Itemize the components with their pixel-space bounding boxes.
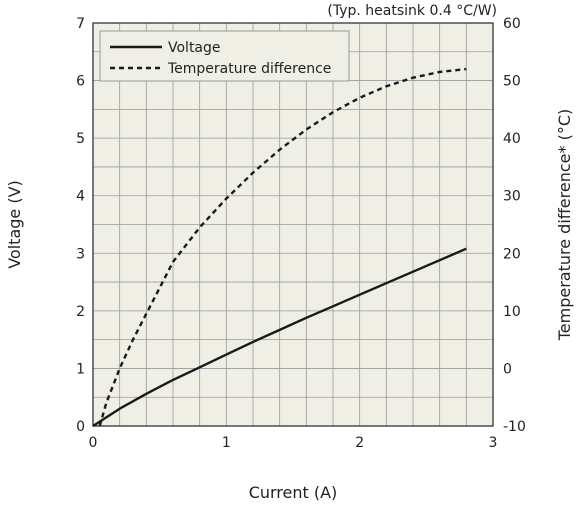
- right-axis-ticks: -10 0 10 20 30 40 50 60: [503, 16, 526, 435]
- right-tick-label: 40: [503, 131, 521, 147]
- series-line-voltage: [92, 247, 467, 428]
- left-tick-label: 2: [76, 304, 85, 320]
- left-axis-title: Voltage (V): [5, 180, 24, 269]
- right-tick-label: 0: [503, 361, 512, 377]
- series-layer: [92, 67, 467, 428]
- right-tick-label: 10: [503, 304, 521, 320]
- plot-border: [92, 22, 494, 427]
- right-tick-label: -10: [503, 419, 526, 435]
- left-tick-label: 7: [76, 16, 85, 32]
- x-axis-ticks: 0 1 2 3: [89, 435, 498, 451]
- x-tick-label: 1: [222, 435, 231, 451]
- left-tick-label: 0: [76, 419, 85, 435]
- legend-box: [99, 30, 350, 82]
- left-tick-label: 3: [76, 246, 85, 262]
- heatsink-note: (Typ. heatsink 0.4 °C/W): [327, 3, 497, 19]
- right-tick-label: 20: [503, 246, 521, 262]
- left-tick-label: 5: [76, 131, 85, 147]
- legend: Voltage Temperature difference: [99, 30, 350, 82]
- left-tick-label: 4: [76, 189, 85, 205]
- right-tick-label: 60: [503, 16, 521, 32]
- left-tick-label: 6: [76, 74, 85, 90]
- legend-label-temperature-difference: Temperature difference: [167, 61, 331, 77]
- series-line-temperature-difference: [98, 67, 467, 427]
- x-tick-label: 3: [489, 435, 498, 451]
- right-tick-label: 30: [503, 189, 521, 205]
- x-axis-title: Current (A): [249, 483, 338, 502]
- left-axis-ticks: 0 1 2 3 4 5 6 7: [76, 16, 85, 435]
- left-tick-label: 1: [76, 361, 85, 377]
- right-axis-title: Temperature difference* (°C): [555, 109, 574, 342]
- legend-label-voltage: Voltage: [168, 40, 221, 56]
- x-tick-label: 2: [355, 435, 364, 451]
- x-tick-label: 0: [89, 435, 98, 451]
- right-tick-label: 50: [503, 74, 521, 90]
